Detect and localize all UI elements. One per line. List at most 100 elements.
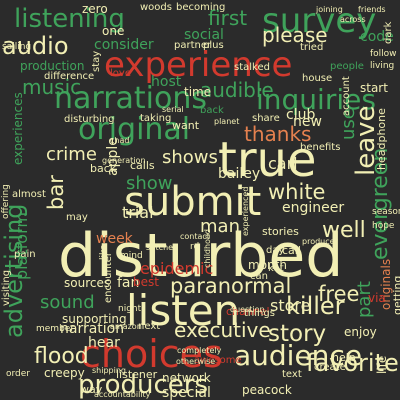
cloud-word: awesome [194,355,242,366]
cloud-word: difference [44,71,95,82]
cloud-word: joining [316,5,343,14]
cloud-word: fan [117,275,140,291]
cloud-word: narration [60,321,125,337]
cloud-word: serial [162,105,184,114]
cloud-word: tried [300,42,324,53]
cloud-word: please [262,23,328,47]
cloud-word: dark [383,21,394,44]
cloud-word: stalked [234,62,270,73]
cloud-word: audio [2,32,69,60]
cloud-word: plus [203,40,224,51]
cloud-word: back [90,162,117,175]
cloud-word: things [244,308,275,319]
cloud-word: order [6,369,30,379]
cloud-word: bar [44,175,68,210]
cloud-word: planet [214,117,240,126]
cloud-word: producer [302,237,338,246]
cloud-word: one [102,24,125,38]
cloud-word: living [370,61,395,71]
cloud-word: narrations [54,81,208,116]
cloud-word: account [341,76,352,116]
cloud-word: can [250,271,268,282]
cloud-word: listener [116,368,158,381]
cloud-word: best [133,275,159,289]
cloud-word: across [340,15,366,24]
cloud-word: offering [1,184,11,219]
cloud-word: shows [162,147,218,168]
cloud-word: audience [234,339,363,372]
cloud-word: production [20,59,85,73]
cloud-word: people [330,61,364,72]
cloud-word: contact [180,232,210,241]
cloud-word: platform [12,212,31,280]
cloud-word: survey [262,1,377,41]
cloud-word: help [332,351,356,364]
cloud-word: season [372,207,400,217]
cloud-word: zero [82,2,108,16]
cloud-word: experienced [241,186,250,236]
cloud-word: next [138,321,161,332]
cloud-word: code [360,29,394,45]
cloud-word: completely [177,346,222,355]
cloud-word: inquiries [256,83,376,116]
cloud-word: man [200,216,240,237]
cloud-word: visiting [1,269,12,306]
cloud-word: supporting [62,312,127,326]
cloud-word: month [248,258,287,272]
cloud-word: generation [102,156,146,165]
cloud-word: member [36,324,75,334]
cloud-word: way [80,383,103,396]
cloud-word: sailing [2,42,32,52]
cloud-word: sound [40,292,95,313]
cloud-word: childhood [203,229,212,268]
cloud-word: club [286,107,316,123]
cloud-word: disturbing [64,114,115,125]
cloud-word: house [302,73,333,84]
cloud-word: partner [174,40,212,51]
cloud-word: via [368,291,386,305]
cloud-word: producers [78,370,209,400]
cloud-word: stories [262,225,299,238]
cloud-word: original [78,112,191,147]
cloud-word: love [110,68,131,79]
cloud-word: submit [124,179,262,225]
cloud-word: taking [140,113,172,124]
cloud-word: disturbed [58,221,344,291]
cloud-word: show [126,173,173,194]
cloud-word: killer [286,292,345,320]
cloud-word: engineer [282,200,345,216]
cloud-word: hope [372,221,395,231]
cloud-word: host [151,74,182,90]
cloud-word: pain [14,249,36,260]
cloud-word: paranormal [170,274,292,298]
cloud-word: becoming [176,2,226,13]
cloud-word: white [268,180,326,204]
cloud-word: calls [130,159,155,172]
cloud-word: rd [190,242,200,252]
cloud-word: question [230,305,265,314]
cloud-word: call [282,244,301,257]
cloud-word: social [184,27,224,43]
cloud-word: consider [94,37,154,53]
cloud-word: accountability [94,390,151,399]
cloud-word: listening [14,4,125,34]
cloud-word: night [118,304,142,314]
cloud-word: share [252,113,280,124]
cloud-word: bailey [218,166,261,182]
cloud-word: may [66,212,88,223]
cloud-word: mind [120,251,143,261]
cloud-word: experience [104,45,293,85]
cloud-word: day [266,245,285,256]
cloud-word: woods [140,2,172,13]
cloud-word: executive [174,318,271,342]
cloud-word: choices [80,332,223,376]
cloud-word: network [162,371,211,385]
cloud-word: special [162,385,211,400]
cloud-word: favorite [306,349,399,377]
cloud-word: amazon [110,322,142,331]
cloud-word: life [375,355,389,374]
cloud-word: thanks [244,122,312,146]
cloud-word: epidemic [140,259,214,278]
cloud-word: shipping [92,366,126,375]
